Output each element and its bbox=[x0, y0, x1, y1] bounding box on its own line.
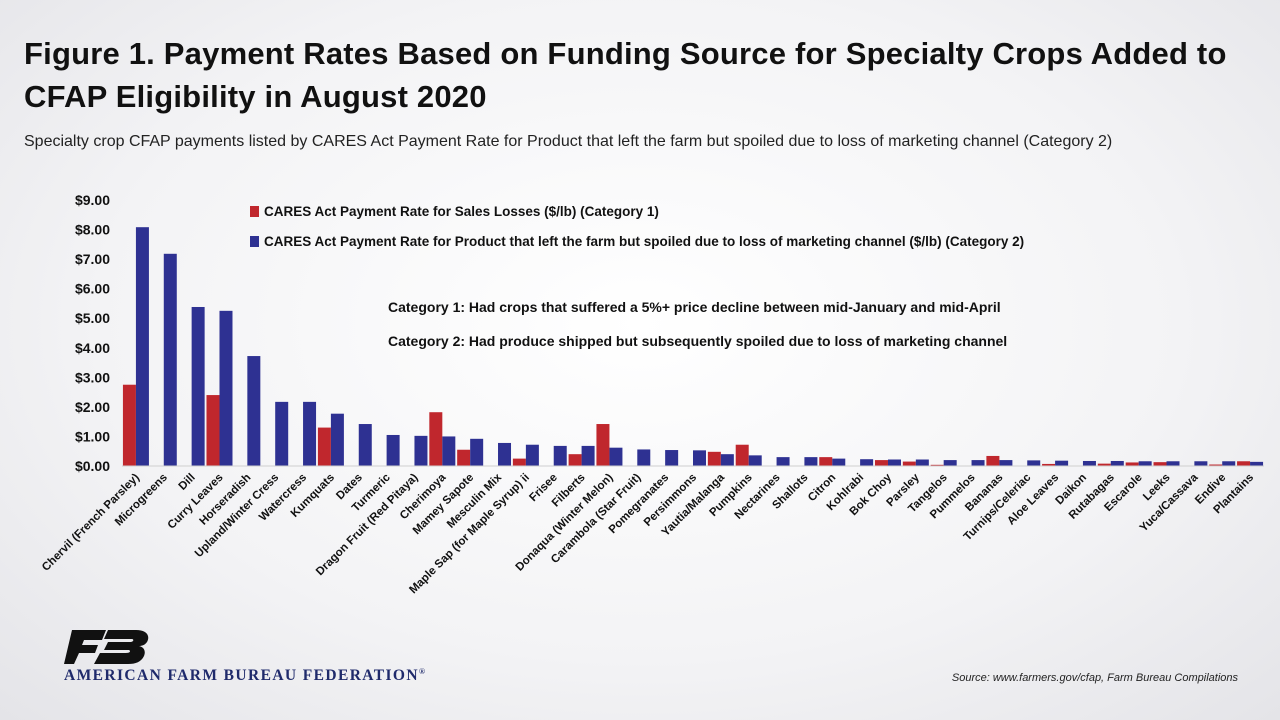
legend-swatch-category-2 bbox=[250, 236, 259, 247]
bar-category-1 bbox=[568, 454, 582, 466]
bar-category-2 bbox=[163, 253, 177, 466]
y-tick-label: $2.00 bbox=[75, 399, 110, 415]
bar-category-2 bbox=[609, 447, 623, 466]
bar-category-2 bbox=[275, 401, 289, 466]
y-tick-label: $7.00 bbox=[75, 251, 110, 267]
bar-category-2 bbox=[1110, 460, 1124, 466]
chart-title: Figure 1. Payment Rates Based on Funding… bbox=[24, 36, 1227, 114]
bar-category-1 bbox=[457, 449, 471, 466]
bar-category-2 bbox=[1027, 460, 1041, 466]
bar-category-1 bbox=[986, 455, 1000, 466]
bar-category-1 bbox=[206, 395, 220, 466]
bar-category-1 bbox=[1042, 463, 1056, 466]
bar-category-2 bbox=[191, 306, 205, 466]
y-tick-label: $8.00 bbox=[75, 222, 110, 238]
y-tick-label: $6.00 bbox=[75, 281, 110, 297]
bar-category-2 bbox=[386, 434, 400, 466]
legend-label-category-1: CARES Act Payment Rate for Sales Losses … bbox=[264, 204, 659, 219]
y-tick-label: $5.00 bbox=[75, 310, 110, 326]
x-tick-label: Dill bbox=[177, 472, 198, 493]
bar-category-2 bbox=[1194, 461, 1208, 466]
bar-category-2 bbox=[470, 438, 484, 466]
bar-category-1 bbox=[930, 464, 944, 466]
bar-category-2 bbox=[135, 227, 149, 466]
bar-category-2 bbox=[693, 450, 706, 466]
bar-category-2 bbox=[1222, 461, 1236, 466]
y-axis: $0.00 $1.00 $2.00 $3.00 $4.00 $5.00 $6.00 $7.00… bbox=[75, 192, 110, 474]
bar-chart: $0.00 $1.00 $2.00 $3.00 $4.00 $5.00 $6.00 $7.00… bbox=[40, 192, 1264, 596]
bar-category-1 bbox=[1209, 464, 1223, 466]
legend-label-category-2: CARES Act Payment Rate for Product that … bbox=[264, 234, 1024, 249]
bar-category-2 bbox=[358, 424, 372, 466]
x-axis: Chervil (French Parsley)Microgreens DillC… bbox=[40, 465, 1264, 596]
bars bbox=[122, 227, 1264, 466]
y-tick-label: $3.00 bbox=[75, 369, 110, 385]
bar-category-2 bbox=[720, 454, 734, 466]
bar-category-1 bbox=[819, 457, 833, 466]
annotation-category-1: Category 1: Had crops that suffered a 5%… bbox=[388, 299, 1001, 315]
bar-category-1 bbox=[1125, 462, 1139, 466]
annotation-category-2: Category 2: Had produce shipped but subs… bbox=[388, 333, 1007, 349]
bar-category-2 bbox=[915, 459, 929, 466]
bar-category-2 bbox=[860, 459, 874, 466]
bar-category-2 bbox=[776, 457, 790, 466]
y-tick-label: $4.00 bbox=[75, 340, 110, 356]
bar-category-2 bbox=[971, 460, 985, 466]
bar-category-2 bbox=[1250, 461, 1264, 466]
bar-category-1 bbox=[707, 451, 721, 466]
bar-category-2 bbox=[637, 449, 651, 466]
bar-category-2 bbox=[219, 310, 233, 466]
fb-logo-icon bbox=[64, 630, 149, 664]
bar-category-2 bbox=[832, 458, 846, 466]
bar-category-1 bbox=[1097, 463, 1111, 466]
bar-category-2 bbox=[247, 356, 261, 466]
legend: CARES Act Payment Rate for Sales Losses … bbox=[250, 204, 1024, 249]
bar-category-1 bbox=[874, 460, 888, 466]
bar-category-1 bbox=[902, 461, 916, 466]
bar-category-2 bbox=[1166, 461, 1180, 466]
bar-category-2 bbox=[525, 444, 539, 466]
bar-category-1 bbox=[1153, 462, 1167, 466]
y-tick-label: $9.00 bbox=[75, 192, 110, 208]
bar-category-2 bbox=[665, 450, 679, 466]
bar-category-2 bbox=[303, 401, 317, 466]
bar-category-1 bbox=[122, 384, 136, 466]
bar-category-1 bbox=[596, 424, 610, 466]
source-note: Source: www.farmers.gov/cfap, Farm Burea… bbox=[951, 672, 1238, 684]
bar-category-1 bbox=[735, 444, 749, 466]
y-tick-label: $0.00 bbox=[75, 458, 110, 474]
bar-category-2 bbox=[748, 455, 762, 466]
bar-category-2 bbox=[943, 460, 957, 466]
bar-category-1 bbox=[512, 458, 526, 466]
bar-category-2 bbox=[1138, 461, 1152, 466]
bar-category-2 bbox=[581, 445, 595, 466]
legend-swatch-category-1 bbox=[250, 206, 259, 217]
bar-category-2 bbox=[999, 460, 1013, 466]
bar-category-2 bbox=[330, 413, 344, 466]
bar-category-2 bbox=[442, 436, 456, 466]
org-name: AMERICAN FARM BUREAU FEDERATION® bbox=[64, 667, 427, 685]
bar-category-1 bbox=[317, 427, 331, 466]
chart-subtitle: Specialty crop CFAP payments listed by C… bbox=[24, 133, 1113, 150]
annotations: Category 1: Had crops that suffered a 5%… bbox=[388, 299, 1007, 349]
bar-category-2 bbox=[887, 459, 901, 466]
bar-category-2 bbox=[804, 457, 818, 466]
bar-category-1 bbox=[429, 412, 443, 466]
bar-category-2 bbox=[1082, 460, 1096, 466]
bar-category-2 bbox=[553, 445, 567, 466]
bar-category-1 bbox=[1237, 461, 1251, 466]
bar-category-2 bbox=[414, 435, 428, 466]
bar-category-2 bbox=[1055, 460, 1069, 466]
bar-category-2 bbox=[498, 442, 512, 466]
y-tick-label: $1.00 bbox=[75, 428, 110, 444]
